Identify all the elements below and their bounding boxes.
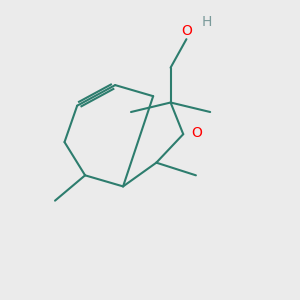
- Text: H: H: [202, 15, 212, 29]
- Text: O: O: [181, 24, 192, 38]
- Text: O: O: [191, 126, 202, 140]
